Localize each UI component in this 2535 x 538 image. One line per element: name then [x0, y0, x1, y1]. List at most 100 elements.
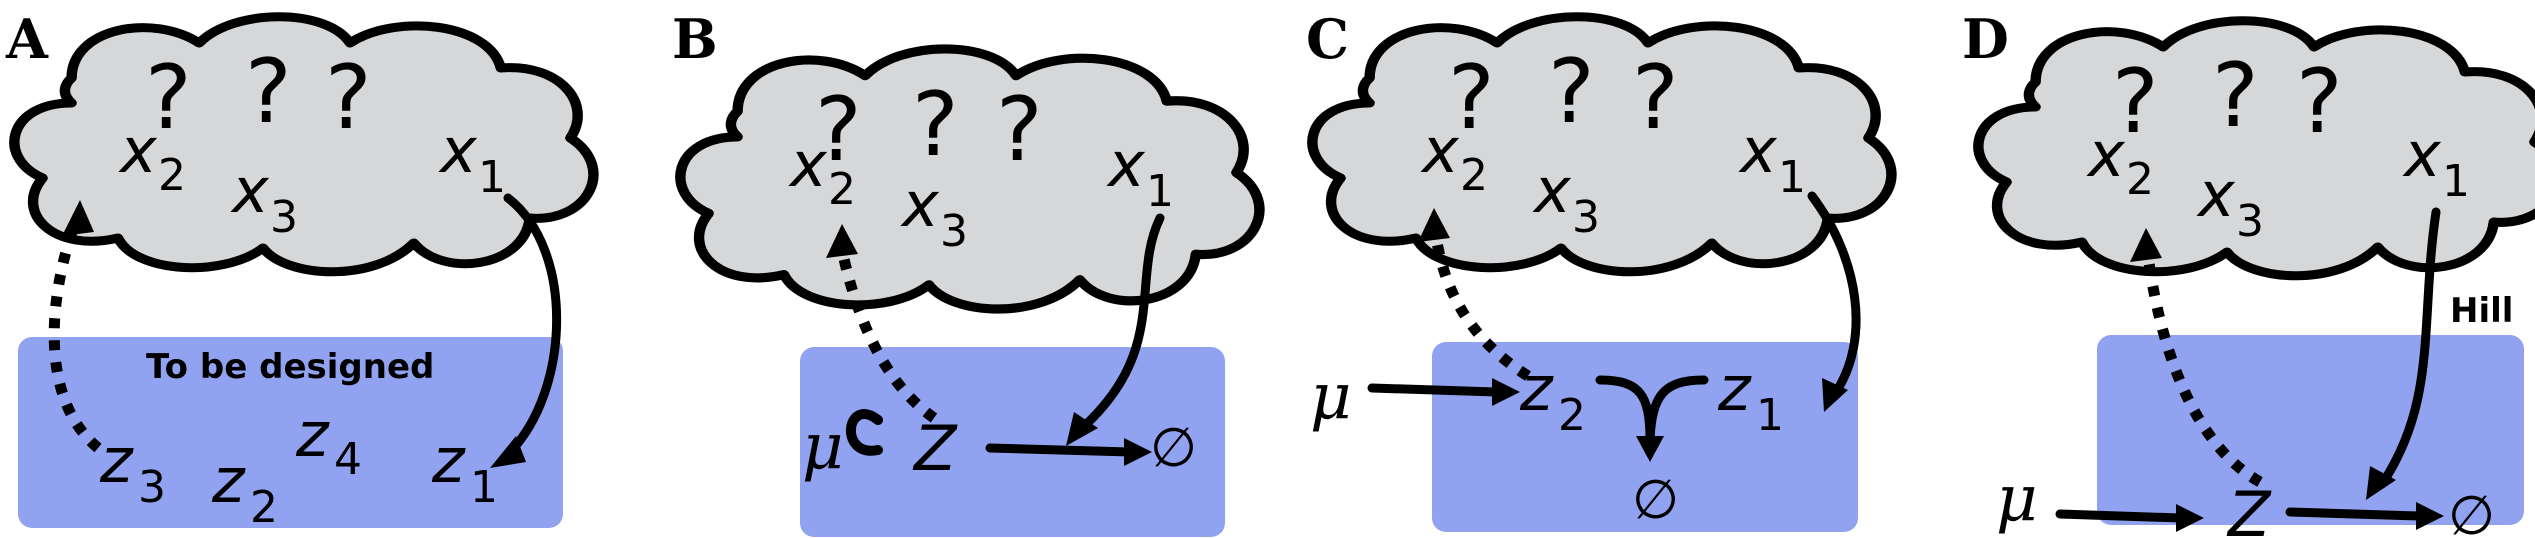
- question-mark-2: ?: [1548, 40, 1595, 143]
- controller-var-z3: z 3: [99, 424, 166, 513]
- cloud-a: [14, 17, 593, 272]
- question-mark-1: ?: [1448, 46, 1495, 149]
- svg-text:1: 1: [1756, 390, 1784, 441]
- question-mark-3: ?: [1632, 46, 1679, 149]
- panel-label-b: B: [672, 7, 718, 71]
- svg-text:x: x: [788, 128, 828, 201]
- controller-var-z2: z 2: [1519, 352, 1586, 441]
- question-mark-2: ?: [245, 40, 292, 143]
- svg-text:z: z: [99, 424, 134, 497]
- dotted-arrow-z3-to-x2: [48, 224, 102, 453]
- svg-text:x: x: [438, 114, 478, 187]
- question-mark-2: ?: [912, 73, 959, 176]
- hidden-var-x2: x 2: [788, 128, 856, 215]
- question-mark-3: ?: [996, 78, 1043, 181]
- hidden-var-x2: x 2: [1420, 114, 1488, 201]
- svg-text:2: 2: [2126, 154, 2154, 205]
- svg-text:3: 3: [940, 206, 968, 257]
- hidden-var-x3: x 3: [900, 168, 968, 257]
- hidden-var-x1: x 1: [2402, 118, 2470, 207]
- hidden-var-x1: x 1: [1738, 114, 1806, 203]
- svg-text:2: 2: [828, 164, 856, 215]
- panel-c: C ? ? ? x 2 x 3 x 1 μ z 2 z 1: [1306, 7, 1891, 532]
- arrow-z-to-empty: [2285, 507, 2425, 521]
- svg-text:x: x: [900, 168, 940, 241]
- question-mark-1: ?: [145, 46, 192, 149]
- svg-text:2: 2: [250, 482, 278, 533]
- question-mark-1: ?: [2112, 50, 2159, 153]
- hill-label: Hill: [2450, 291, 2513, 331]
- svg-text:x: x: [1738, 114, 1778, 187]
- svg-text:3: 3: [2236, 196, 2264, 247]
- controller-var-z2: z 2: [211, 444, 278, 533]
- question-mark-3: ?: [2296, 50, 2343, 153]
- svg-text:2: 2: [158, 150, 186, 201]
- mu-symbol: μ: [1310, 360, 1352, 434]
- arrow-head-x1-z1: [1822, 378, 1848, 412]
- svg-text:z: z: [1717, 352, 1752, 425]
- svg-text:1: 1: [478, 152, 506, 203]
- svg-text:x: x: [1532, 154, 1572, 227]
- mu-symbol: μ: [802, 410, 844, 484]
- controller-var-z1: z 1: [1717, 352, 1784, 441]
- hidden-var-x3: x 3: [230, 154, 298, 243]
- svg-text:3: 3: [270, 192, 298, 243]
- question-mark-2: ?: [2212, 44, 2259, 147]
- question-mark-1: ?: [815, 78, 862, 181]
- svg-text:4: 4: [334, 434, 362, 485]
- panel-label-d: D: [1962, 7, 2009, 71]
- empty-set: ∅: [1150, 416, 1197, 479]
- dotted-arrow-z2-to-x2: [1430, 235, 1531, 381]
- hidden-var-x1: x 1: [438, 114, 506, 203]
- svg-text:1: 1: [2442, 156, 2470, 207]
- controller-var-z1: z 1: [431, 424, 498, 513]
- svg-text:x: x: [2402, 118, 2442, 191]
- svg-text:1: 1: [1778, 152, 1806, 203]
- svg-text:x: x: [1420, 114, 1460, 187]
- panel-d: D ? ? ? x 2 x 3 x 1 Hill μ Z ∅: [1962, 7, 2535, 538]
- dotted-head-z2-x2: [1418, 208, 1450, 242]
- svg-text:2: 2: [1460, 150, 1488, 201]
- arrow-head-z-empty: [1124, 438, 1152, 466]
- panel-label-a: A: [5, 7, 49, 71]
- svg-text:z: z: [1519, 352, 1554, 425]
- svg-text:z: z: [431, 424, 466, 497]
- arrow-head-mu-z: [2176, 504, 2204, 532]
- svg-text:x: x: [1106, 128, 1146, 201]
- svg-text:1: 1: [1146, 166, 1174, 217]
- panel-a: A ? ? ? x 2 x 3 x 1 To be designed z 3 z…: [5, 7, 593, 533]
- arrow-z-to-empty: [985, 443, 1135, 457]
- box-title: To be designed: [146, 347, 434, 387]
- arrow-x1-to-z1: [1807, 191, 1861, 397]
- svg-text:x: x: [118, 114, 158, 187]
- arrow-head-x1-degradation: [2366, 466, 2396, 500]
- panel-label-c: C: [1306, 7, 1349, 71]
- arrow-head-mu-z2: [1492, 378, 1520, 406]
- panel-b: B ? ? ? x 2 x 3 x 1 μ Z ∅: [672, 7, 1259, 537]
- self-loop-arrow: [845, 409, 883, 456]
- hidden-var-x3: x 3: [2196, 158, 2264, 247]
- hidden-var-x2: x 2: [2086, 118, 2154, 205]
- empty-set: ∅: [1632, 468, 1679, 531]
- dotted-arrow-z-to-x2: [836, 248, 938, 423]
- controller-var-z4: z 4: [295, 398, 362, 485]
- arrow-mu-to-z2: [1367, 383, 1501, 397]
- cloud-c: [1312, 17, 1891, 272]
- svg-text:z: z: [211, 444, 246, 517]
- hidden-var-x2: x 2: [118, 114, 186, 201]
- svg-text:3: 3: [138, 462, 166, 513]
- svg-text:x: x: [230, 154, 270, 227]
- arrow-x1-to-degradation: [1075, 213, 1165, 435]
- arrow-head-x1-degradation: [1066, 412, 1098, 446]
- svg-text:x: x: [2196, 158, 2236, 231]
- svg-text:3: 3: [1572, 192, 1600, 243]
- arrow-x1-to-degradation: [2377, 207, 2441, 489]
- arrow-x1-to-z1: [503, 193, 562, 457]
- hidden-var-x3: x 3: [1532, 154, 1600, 243]
- hidden-var-x1: x 1: [1106, 128, 1174, 217]
- dotted-head-z-x2: [2130, 228, 2162, 262]
- svg-text:2: 2: [1558, 390, 1586, 441]
- arrow-mu-to-z: [2055, 509, 2185, 523]
- dotted-head-z-x2: [826, 224, 858, 258]
